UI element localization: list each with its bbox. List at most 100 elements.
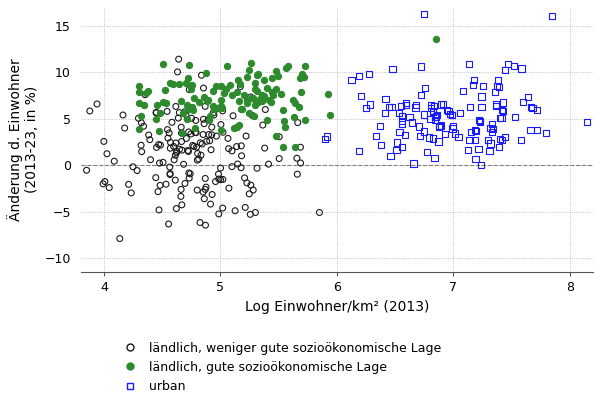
- Point: [166, 145, 175, 152]
- Point: [104, 184, 114, 191]
- Point: [434, 124, 444, 130]
- Point: [293, 119, 302, 126]
- Point: [165, 80, 175, 86]
- Point: [184, 148, 193, 155]
- Point: [192, 144, 202, 150]
- Point: [258, 122, 268, 128]
- Point: [145, 136, 155, 143]
- Point: [200, 196, 209, 202]
- Point: [274, 155, 284, 162]
- Point: [296, 89, 306, 95]
- Point: [174, 56, 184, 62]
- Point: [199, 94, 209, 100]
- Point: [400, 132, 410, 138]
- Point: [490, 88, 500, 95]
- Point: [216, 127, 226, 133]
- Point: [218, 176, 227, 183]
- Point: [300, 117, 310, 123]
- Point: [355, 148, 364, 154]
- Point: [209, 106, 218, 112]
- Point: [491, 101, 501, 108]
- Point: [217, 82, 226, 89]
- Point: [235, 81, 245, 87]
- Point: [274, 72, 283, 79]
- Point: [442, 106, 452, 113]
- Point: [169, 156, 179, 163]
- Point: [177, 147, 187, 153]
- Point: [469, 76, 479, 83]
- Point: [262, 85, 272, 91]
- Point: [476, 162, 486, 168]
- Point: [197, 141, 207, 147]
- Point: [172, 205, 181, 212]
- Point: [395, 129, 404, 135]
- Point: [99, 138, 109, 144]
- Point: [280, 124, 289, 130]
- Point: [235, 122, 244, 128]
- Point: [414, 123, 424, 130]
- Point: [454, 134, 463, 140]
- Point: [203, 117, 213, 123]
- Point: [421, 85, 430, 92]
- Point: [458, 88, 468, 94]
- Point: [188, 142, 197, 149]
- Point: [183, 147, 193, 154]
- Point: [199, 131, 208, 138]
- Point: [170, 152, 180, 158]
- Point: [237, 152, 247, 159]
- Point: [259, 77, 269, 84]
- Point: [188, 107, 197, 114]
- Point: [165, 164, 175, 170]
- Point: [419, 111, 429, 118]
- Point: [179, 161, 188, 168]
- Point: [197, 72, 206, 78]
- Point: [384, 104, 394, 110]
- Point: [163, 126, 172, 133]
- Point: [248, 187, 258, 193]
- Point: [124, 181, 133, 188]
- Point: [476, 93, 486, 100]
- Point: [177, 202, 187, 208]
- Point: [427, 105, 436, 111]
- Point: [227, 148, 237, 154]
- Point: [246, 59, 256, 66]
- Point: [257, 92, 267, 98]
- Point: [268, 91, 278, 98]
- Point: [208, 102, 218, 109]
- Point: [200, 103, 210, 110]
- Point: [499, 108, 508, 114]
- Point: [199, 85, 208, 91]
- Point: [164, 130, 174, 136]
- Point: [154, 141, 163, 148]
- Point: [223, 135, 233, 142]
- Point: [466, 104, 475, 110]
- Point: [475, 118, 484, 124]
- Point: [233, 77, 243, 84]
- Point: [249, 112, 259, 119]
- Point: [463, 146, 473, 153]
- Point: [218, 129, 228, 136]
- Point: [583, 118, 592, 125]
- Point: [222, 63, 232, 69]
- Point: [281, 65, 290, 71]
- Point: [202, 138, 211, 144]
- Point: [500, 67, 510, 73]
- Point: [242, 96, 252, 103]
- Point: [511, 114, 520, 120]
- Point: [401, 100, 410, 106]
- Point: [431, 113, 441, 120]
- Point: [200, 175, 210, 182]
- Point: [208, 88, 218, 94]
- Point: [253, 70, 263, 77]
- Point: [186, 86, 196, 92]
- Point: [208, 110, 218, 116]
- Point: [500, 134, 509, 140]
- Point: [289, 114, 299, 120]
- Point: [164, 221, 173, 227]
- Point: [176, 98, 185, 104]
- Point: [168, 81, 178, 88]
- Point: [118, 112, 128, 118]
- Point: [244, 191, 254, 197]
- Point: [465, 137, 475, 143]
- Point: [199, 116, 208, 122]
